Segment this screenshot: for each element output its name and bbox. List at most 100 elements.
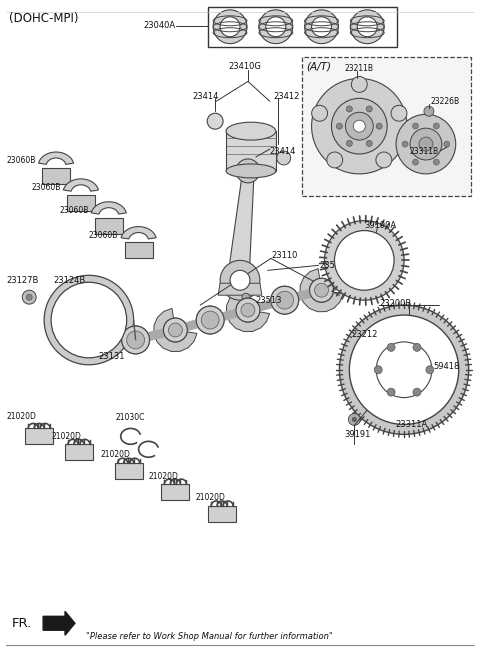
Bar xyxy=(67,195,95,211)
Circle shape xyxy=(340,267,368,294)
Text: 23510: 23510 xyxy=(320,261,346,270)
Bar xyxy=(226,131,276,171)
Text: 23414: 23414 xyxy=(192,92,219,101)
Circle shape xyxy=(196,306,224,334)
Circle shape xyxy=(271,286,299,314)
Text: 23131: 23131 xyxy=(99,352,125,362)
Circle shape xyxy=(366,106,372,112)
Text: 21030C: 21030C xyxy=(116,413,145,422)
Circle shape xyxy=(426,365,434,374)
Text: 23311A: 23311A xyxy=(395,420,427,429)
Text: 21020D: 21020D xyxy=(148,472,179,481)
Bar xyxy=(95,217,123,234)
Text: 23060B: 23060B xyxy=(6,157,36,166)
Circle shape xyxy=(344,240,384,280)
Circle shape xyxy=(352,318,456,421)
Text: 21020D: 21020D xyxy=(6,412,36,421)
Polygon shape xyxy=(121,227,156,239)
Polygon shape xyxy=(154,309,197,352)
Circle shape xyxy=(242,293,250,301)
Bar xyxy=(42,168,70,184)
Circle shape xyxy=(305,10,338,44)
Ellipse shape xyxy=(226,164,276,178)
Text: 23212: 23212 xyxy=(351,331,378,339)
Circle shape xyxy=(424,106,434,116)
Circle shape xyxy=(312,79,407,174)
Text: 59418: 59418 xyxy=(434,362,460,371)
Text: 23127B: 23127B xyxy=(6,276,39,285)
Text: 21020D: 21020D xyxy=(195,493,225,502)
Circle shape xyxy=(164,318,187,342)
Circle shape xyxy=(236,159,260,183)
Circle shape xyxy=(310,278,334,302)
Circle shape xyxy=(196,306,224,334)
Circle shape xyxy=(122,326,150,354)
Circle shape xyxy=(259,10,293,44)
Circle shape xyxy=(394,360,414,380)
Circle shape xyxy=(402,141,408,147)
Bar xyxy=(125,242,153,259)
Circle shape xyxy=(55,286,123,354)
Circle shape xyxy=(213,10,247,44)
Circle shape xyxy=(354,250,374,271)
Bar xyxy=(301,56,471,196)
Text: 23410G: 23410G xyxy=(228,62,261,71)
Circle shape xyxy=(230,271,250,290)
Circle shape xyxy=(433,159,439,165)
Circle shape xyxy=(122,326,150,354)
Circle shape xyxy=(336,123,342,129)
Circle shape xyxy=(339,305,468,434)
Circle shape xyxy=(26,294,32,300)
Text: 39191: 39191 xyxy=(344,430,371,439)
Circle shape xyxy=(236,298,260,322)
Text: 23060B: 23060B xyxy=(59,206,88,215)
Circle shape xyxy=(314,283,328,297)
Circle shape xyxy=(346,271,363,290)
Circle shape xyxy=(207,113,223,129)
Text: 23311B: 23311B xyxy=(410,147,439,155)
Circle shape xyxy=(412,159,419,165)
Text: 23513: 23513 xyxy=(255,295,281,305)
Circle shape xyxy=(84,315,94,325)
Circle shape xyxy=(352,417,356,421)
Circle shape xyxy=(366,140,372,146)
Polygon shape xyxy=(43,611,75,635)
Circle shape xyxy=(220,17,240,37)
Circle shape xyxy=(376,123,382,129)
Circle shape xyxy=(374,365,382,374)
Circle shape xyxy=(271,286,299,314)
Circle shape xyxy=(350,10,384,44)
Circle shape xyxy=(324,221,404,300)
Circle shape xyxy=(310,278,334,302)
Circle shape xyxy=(332,98,387,154)
Circle shape xyxy=(22,290,36,304)
Circle shape xyxy=(369,335,439,405)
Circle shape xyxy=(168,323,182,337)
Bar xyxy=(115,463,143,479)
Text: 23200B: 23200B xyxy=(379,299,411,308)
Text: 23060B: 23060B xyxy=(89,231,118,240)
Circle shape xyxy=(347,140,352,146)
Circle shape xyxy=(348,413,360,426)
Circle shape xyxy=(433,123,439,129)
Circle shape xyxy=(413,343,421,351)
Bar xyxy=(208,506,236,522)
Text: 23124B: 23124B xyxy=(53,276,85,285)
Polygon shape xyxy=(300,269,343,312)
Circle shape xyxy=(351,77,367,92)
Text: 23414: 23414 xyxy=(270,147,296,155)
Text: 23412: 23412 xyxy=(274,92,300,101)
Text: 21020D: 21020D xyxy=(101,450,131,458)
Circle shape xyxy=(384,350,424,390)
Polygon shape xyxy=(218,283,262,295)
Circle shape xyxy=(396,114,456,174)
Text: (A/T): (A/T) xyxy=(307,62,332,71)
Circle shape xyxy=(387,343,395,351)
Polygon shape xyxy=(38,152,73,164)
Circle shape xyxy=(412,123,419,129)
Text: 23040A: 23040A xyxy=(143,21,175,30)
Circle shape xyxy=(266,17,286,37)
Circle shape xyxy=(357,17,377,37)
Polygon shape xyxy=(63,179,98,191)
Text: 23060B: 23060B xyxy=(31,183,60,193)
